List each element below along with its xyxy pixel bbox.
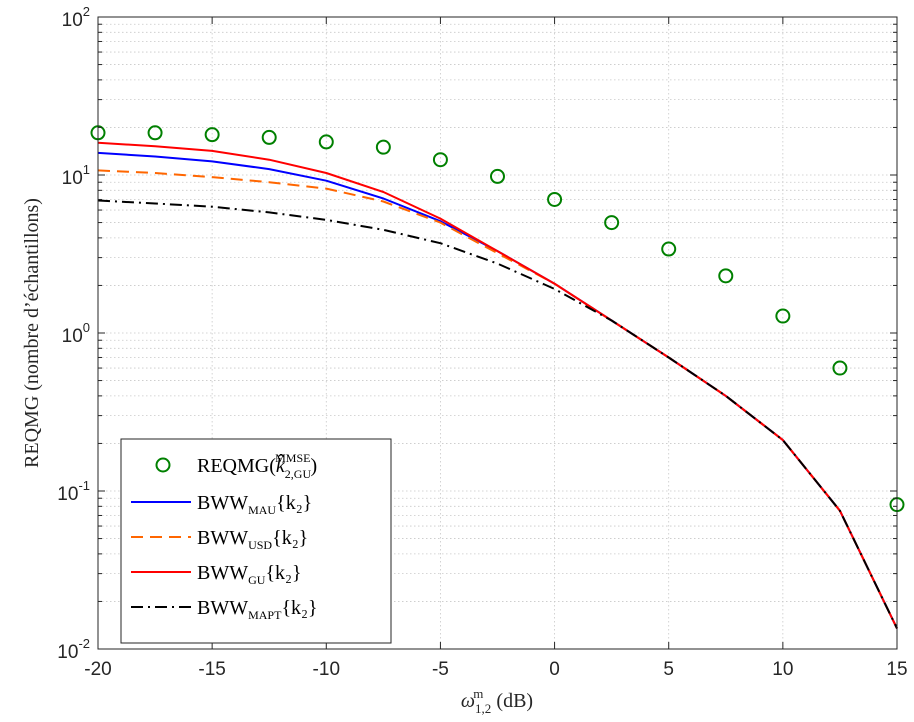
legend-entries: REQMG(k̂2,GUMMSE)BWWMAU{k₂}BWWUSD{k₂}BWW… xyxy=(131,451,318,622)
x-tick-label: -10 xyxy=(313,659,340,680)
reqmg-mmse-point xyxy=(318,134,334,150)
y-tick-label: 101 xyxy=(62,162,90,189)
legend-text-part: {k₂} xyxy=(272,527,308,549)
y-tick-label: 102 xyxy=(62,4,90,31)
legend-text-part: BWW xyxy=(197,527,248,549)
reqmg-mmse-point xyxy=(547,191,563,207)
legend: REQMG(k̂2,GUMMSE)BWWMAU{k₂}BWWUSD{k₂}BWW… xyxy=(120,438,392,644)
y-tick-label: 10-2 xyxy=(57,636,90,663)
x-tick-label: 0 xyxy=(549,659,560,680)
reqmg-mmse-point xyxy=(661,241,677,257)
x-tick-label: 5 xyxy=(663,659,674,680)
y-tick-label-base: 10 xyxy=(62,10,83,31)
y-tick-label-exp: 0 xyxy=(83,320,90,335)
legend-text-sup: MMSE xyxy=(275,451,310,465)
x-axis-label-symbol: ω xyxy=(461,690,475,712)
reqmg-mmse-point xyxy=(375,139,391,155)
bww-gu-line xyxy=(97,141,898,629)
x-tick-label: -5 xyxy=(432,659,449,680)
reqmg-mmse-point xyxy=(432,152,448,168)
y-tick-label-base: 10 xyxy=(57,484,78,505)
legend-text-part: {k₂} xyxy=(265,562,301,584)
legend-text-sub: MAPT xyxy=(248,608,282,622)
legend-text-part: {k₂} xyxy=(276,492,312,514)
legend-label-bww-gu: BWWGU{k₂} xyxy=(197,562,302,587)
y-tick-label-base: 10 xyxy=(62,326,83,347)
legend-label-bww-mau: BWWMAU{k₂} xyxy=(197,492,312,517)
legend-label-bww-mapt: BWWMAPT{k₂} xyxy=(197,597,318,622)
legend-text-sub: GU xyxy=(248,573,266,587)
y-tick-label-exp: 1 xyxy=(83,162,90,177)
legend-label-bww-usd: BWWUSD{k₂} xyxy=(197,527,308,552)
reqmg-mmse-point xyxy=(261,129,277,145)
legend-text-part: BWW xyxy=(197,597,248,619)
y-axis-label: REQMG (nombre d’échantillons) xyxy=(21,198,43,468)
reqmg-mmse-point xyxy=(204,127,220,143)
legend-text-part: BWW xyxy=(197,562,248,584)
x-tick-labels: -20 -15 -10 -5 0 5 10 15 xyxy=(84,659,907,680)
y-tick-label-base: 10 xyxy=(62,168,83,189)
legend-text-part: {k₂} xyxy=(281,597,317,619)
y-tick-label: 10-1 xyxy=(57,478,90,505)
tick-marks xyxy=(97,17,898,650)
reqmg-mmse-point xyxy=(147,125,163,141)
x-axis-label-sub: 1,2 xyxy=(475,701,491,716)
legend-text-sub: 2,GU xyxy=(285,467,312,481)
legend-text-sub: MAU xyxy=(248,503,276,517)
y-tick-label-exp: 2 xyxy=(83,4,90,19)
legend-marker-reqmg-mmse xyxy=(155,457,171,473)
legend-box xyxy=(120,438,392,644)
x-tick-label: 10 xyxy=(772,659,793,680)
reqmg-mmse-point xyxy=(718,268,734,284)
series-layer xyxy=(90,125,905,629)
reqmg-mmse-point xyxy=(775,308,791,324)
y-tick-label: 100 xyxy=(62,320,90,347)
reqmg-mmse-point xyxy=(832,360,848,376)
legend-label-reqmg-mmse: REQMG(k̂2,GU MMSE) xyxy=(197,451,317,481)
x-tick-label: 15 xyxy=(886,659,907,680)
x-axis-label: ω1,2m (dB) xyxy=(461,686,533,716)
reqmg-mmse-point xyxy=(490,168,505,184)
y-tick-label-exp: -1 xyxy=(78,478,90,493)
x-tick-label: -15 xyxy=(198,659,225,680)
x-axis-label-unit: (dB) xyxy=(491,690,533,712)
legend-text-part: BWW xyxy=(197,492,248,514)
legend-text-part: k̂ xyxy=(276,453,286,477)
legend-text-part: ) xyxy=(310,455,317,477)
legend-text-sub: USD xyxy=(248,538,272,552)
y-tick-label-base: 10 xyxy=(57,642,78,663)
x-tick-label: -20 xyxy=(84,659,111,680)
reqmg-mmse-point xyxy=(604,215,620,231)
y-tick-label-exp: -2 xyxy=(78,636,90,651)
x-axis-label-sup: m xyxy=(473,686,483,701)
legend-text-part: REQMG( xyxy=(197,455,276,477)
